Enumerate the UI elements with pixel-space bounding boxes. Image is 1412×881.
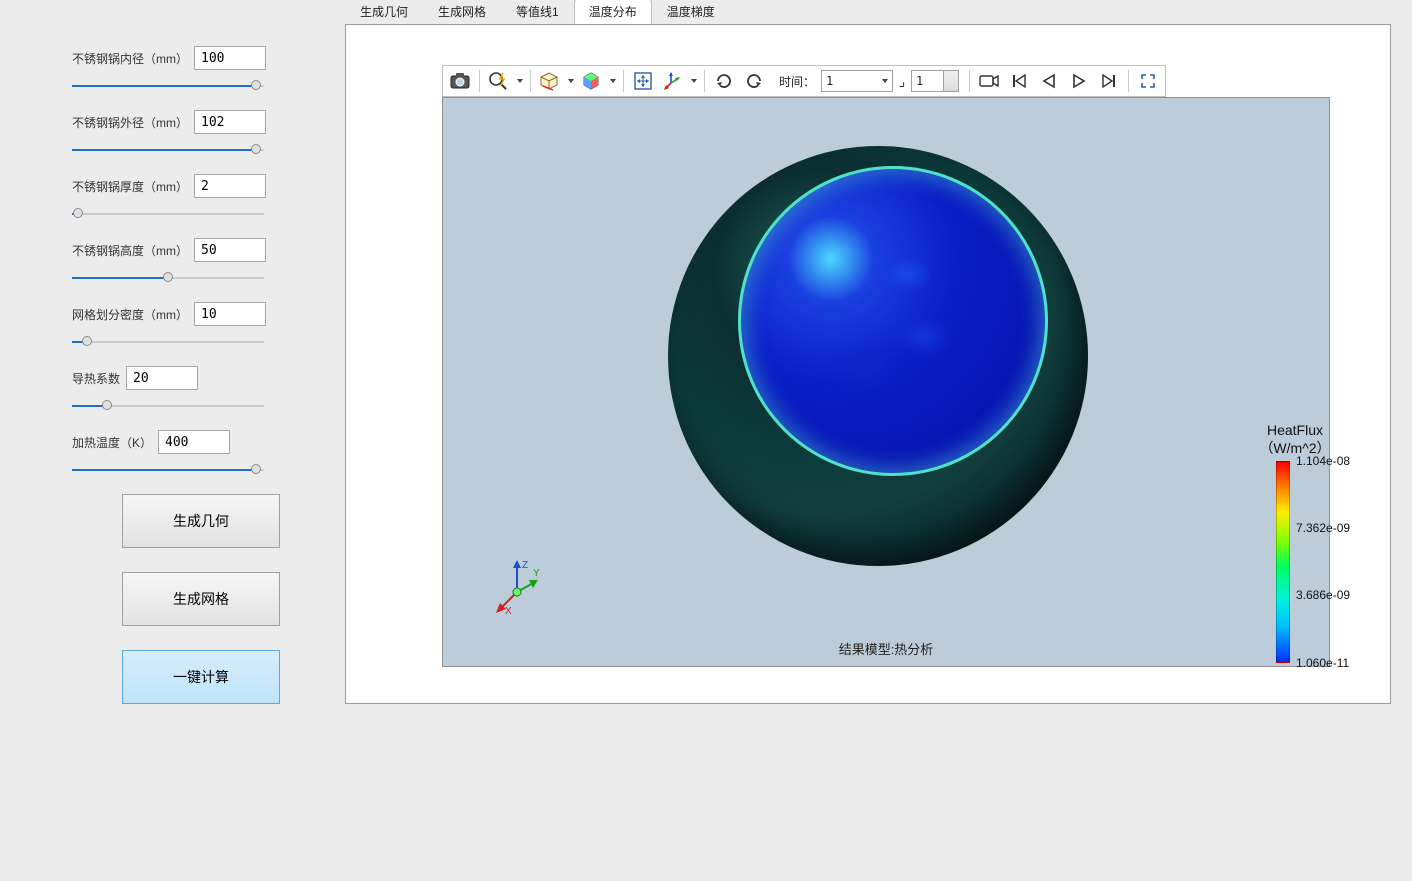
heatflux-model xyxy=(668,146,1088,566)
time-combo-value: 1 xyxy=(826,74,833,88)
param-slider[interactable] xyxy=(72,332,264,352)
play-forward-icon[interactable] xyxy=(1064,67,1094,95)
param-slider[interactable] xyxy=(72,76,264,96)
param-slider[interactable] xyxy=(72,396,264,416)
tab-bar: 生成几何生成网格等值线1温度分布温度梯度 xyxy=(345,0,730,24)
tab-4[interactable]: 温度梯度 xyxy=(652,0,730,24)
result-frame: 时间： 1 ⌟ 1 xyxy=(345,24,1391,704)
fit-view-icon[interactable] xyxy=(628,67,658,95)
tab-3[interactable]: 温度分布 xyxy=(574,0,652,24)
skip-end-icon[interactable] xyxy=(1094,67,1124,95)
view-style-icon[interactable] xyxy=(535,67,577,95)
time-label: 时间： xyxy=(769,73,821,90)
time-combo[interactable]: 1 xyxy=(821,70,893,92)
step-end-icon[interactable]: ⌟ xyxy=(893,73,911,90)
param-label: 不锈钢锅内径（mm） xyxy=(72,50,188,67)
param-slider[interactable] xyxy=(72,204,264,224)
svg-text:Z: Z xyxy=(522,560,528,571)
param-label: 导热系数 xyxy=(72,370,120,387)
svg-text:Y: Y xyxy=(533,568,540,579)
param-input[interactable] xyxy=(194,110,266,134)
result-caption: 结果模型:热分析 xyxy=(443,639,1329,658)
time-step-spin[interactable]: 1 xyxy=(911,70,959,92)
param-label: 不锈钢锅厚度（mm） xyxy=(72,178,188,195)
compute-button[interactable]: 一键计算 xyxy=(122,650,280,704)
param-slider[interactable] xyxy=(72,140,264,160)
generate-mesh-button[interactable]: 生成网格 xyxy=(122,572,280,626)
param-row-1: 不锈钢锅外径（mm） xyxy=(72,110,282,160)
param-row-5: 导热系数 xyxy=(72,366,282,416)
param-label: 不锈钢锅高度（mm） xyxy=(72,242,188,259)
tab-1[interactable]: 生成网格 xyxy=(423,0,501,24)
parameter-panel: 不锈钢锅内径（mm） 不锈钢锅外径（mm） 不锈钢锅厚度（mm） 不锈钢锅高度（mm）… xyxy=(0,30,330,728)
param-input[interactable] xyxy=(194,302,266,326)
param-input[interactable] xyxy=(158,430,230,454)
rotate-cw-icon[interactable] xyxy=(709,67,739,95)
generate-geometry-button[interactable]: 生成几何 xyxy=(122,494,280,548)
param-slider[interactable] xyxy=(72,268,264,288)
axes-orientation-icon[interactable] xyxy=(658,67,700,95)
screenshot-icon[interactable] xyxy=(445,67,475,95)
param-input[interactable] xyxy=(194,174,266,198)
camera-record-icon[interactable] xyxy=(974,67,1004,95)
viewer-toolbar: 时间： 1 ⌟ 1 xyxy=(442,65,1166,97)
skip-start-icon[interactable] xyxy=(1004,67,1034,95)
param-row-6: 加热温度（K） xyxy=(72,430,282,480)
time-step-value: 1 xyxy=(916,74,923,88)
param-label: 加热温度（K） xyxy=(72,434,152,451)
rotate-ccw-icon[interactable] xyxy=(739,67,769,95)
axis-gizmo: Z Y X xyxy=(489,558,549,618)
color-cube-icon[interactable] xyxy=(577,67,619,95)
param-label: 不锈钢锅外径（mm） xyxy=(72,114,188,131)
param-slider[interactable] xyxy=(72,460,264,480)
param-input[interactable] xyxy=(126,366,198,390)
play-reverse-icon[interactable] xyxy=(1034,67,1064,95)
expand-icon[interactable] xyxy=(1133,67,1163,95)
param-row-0: 不锈钢锅内径（mm） xyxy=(72,46,282,96)
tab-0[interactable]: 生成几何 xyxy=(345,0,423,24)
param-row-2: 不锈钢锅厚度（mm） xyxy=(72,174,282,224)
param-row-3: 不锈钢锅高度（mm） xyxy=(72,238,282,288)
param-label: 网格划分密度（mm） xyxy=(72,306,188,323)
simulation-canvas[interactable]: Z Y X 结果模型:热分析 xyxy=(442,97,1330,667)
param-row-4: 网格划分密度（mm） xyxy=(72,302,282,352)
tab-2[interactable]: 等值线1 xyxy=(501,0,574,24)
param-input[interactable] xyxy=(194,238,266,262)
param-input[interactable] xyxy=(194,46,266,70)
svg-text:X: X xyxy=(505,606,512,617)
zoom-lightning-icon[interactable] xyxy=(484,67,526,95)
